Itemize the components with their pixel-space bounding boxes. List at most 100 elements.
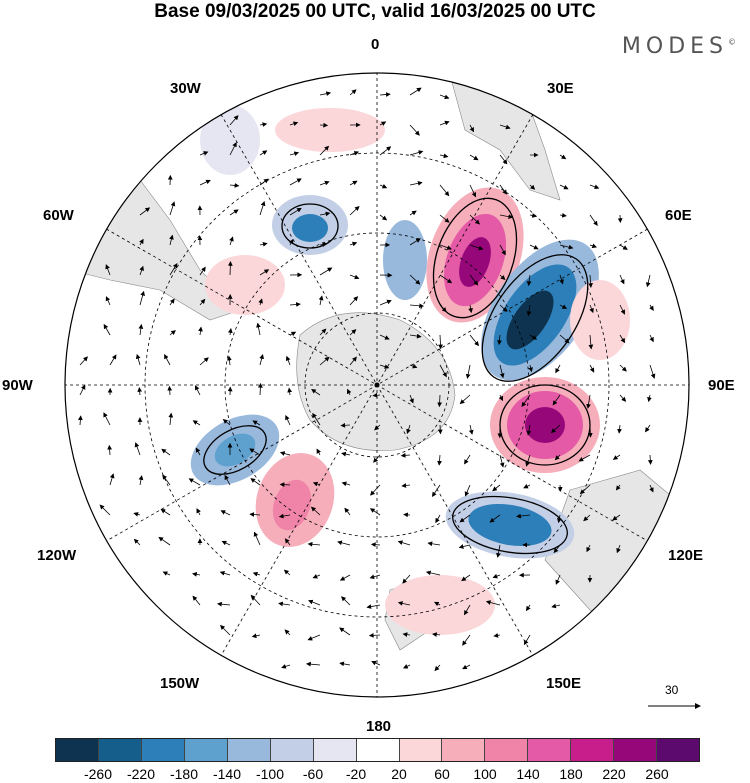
wind-arrow bbox=[259, 241, 268, 247]
wind-arrow bbox=[439, 120, 450, 126]
wind-arrow bbox=[349, 180, 358, 186]
wind-arrow bbox=[109, 354, 117, 366]
wind-arrow bbox=[229, 236, 234, 246]
wind-arrow bbox=[437, 454, 442, 466]
wind-arrow bbox=[319, 356, 330, 366]
wind-arrow bbox=[439, 153, 449, 159]
wind-arrow bbox=[319, 267, 333, 276]
wind-arrow bbox=[139, 265, 144, 276]
wind-arrow bbox=[435, 514, 441, 524]
south-pole-marker bbox=[374, 382, 380, 388]
lon-label-90w: 90W bbox=[2, 377, 33, 394]
wind-arrow bbox=[559, 244, 574, 250]
wind-arrow bbox=[551, 603, 561, 609]
wind-arrow bbox=[427, 541, 441, 547]
wind-arrow bbox=[312, 481, 321, 487]
wind-arrow bbox=[222, 418, 231, 426]
wind-arrow bbox=[463, 604, 471, 616]
wind-arrow bbox=[498, 394, 504, 402]
wind-arrow bbox=[589, 214, 598, 226]
wind-arrow bbox=[529, 244, 539, 250]
wind-arrow bbox=[379, 184, 388, 189]
wind-arrow bbox=[289, 178, 302, 186]
wind-arrow bbox=[499, 274, 506, 281]
antarctica bbox=[296, 312, 456, 451]
wind-arrow bbox=[559, 184, 569, 190]
wind-arrow bbox=[109, 473, 115, 486]
wind-arrow bbox=[278, 601, 291, 607]
wind-arrow bbox=[649, 304, 654, 311]
lon-label-150w: 150W bbox=[160, 675, 200, 692]
wind-arrow bbox=[134, 442, 141, 456]
colorbar-tick-label: -20 bbox=[345, 766, 367, 782]
colorbar-swatch bbox=[98, 739, 142, 761]
wind-arrow bbox=[619, 274, 625, 285]
wind-arrow bbox=[462, 664, 471, 670]
lon-label-60e: 60E bbox=[665, 207, 692, 224]
wind-arrow bbox=[579, 484, 591, 495]
wind-arrow bbox=[588, 274, 593, 288]
wind-arrow bbox=[349, 274, 360, 280]
wind-arrow bbox=[310, 506, 321, 516]
wind-arrow bbox=[521, 394, 531, 408]
wind-arrow bbox=[307, 541, 321, 547]
wind-arrow bbox=[284, 629, 291, 636]
wind-arrow bbox=[139, 290, 145, 306]
wind-arrow bbox=[526, 304, 532, 317]
wind-arrow bbox=[493, 633, 501, 638]
wind-arrow bbox=[158, 536, 171, 546]
wind-arrow bbox=[372, 392, 381, 398]
wind-arrow bbox=[469, 154, 479, 161]
wind-arrow bbox=[229, 183, 240, 188]
wind-arrow bbox=[285, 355, 291, 366]
wind-arrow bbox=[370, 542, 381, 548]
wind-arrow bbox=[344, 507, 351, 516]
colorbar-swatch bbox=[313, 739, 357, 761]
wind-arrow bbox=[133, 538, 141, 546]
wind-arrow bbox=[459, 514, 471, 523]
wind-vectors bbox=[77, 87, 656, 672]
colorbar-tick-label: 140 bbox=[516, 766, 540, 782]
wind-arrow bbox=[168, 412, 174, 426]
colorbar-swatch bbox=[485, 739, 529, 761]
wind-arrow bbox=[464, 484, 471, 497]
wind-arrow bbox=[492, 484, 501, 492]
wind-arrow bbox=[516, 513, 531, 519]
wind-arrow bbox=[349, 205, 360, 216]
wind-arrow bbox=[370, 484, 381, 496]
colorbar-swatch bbox=[141, 739, 185, 761]
colorbar-tick-label: 220 bbox=[602, 766, 626, 782]
wind-arrow bbox=[349, 89, 357, 96]
wind-arrow bbox=[409, 303, 424, 309]
colorbar-tick-label: -260 bbox=[83, 766, 113, 782]
wind-arrow bbox=[371, 660, 381, 666]
wind-arrow bbox=[312, 412, 321, 426]
wind-arrow bbox=[552, 394, 561, 406]
wind-arrow bbox=[437, 394, 443, 408]
wind-arrow bbox=[164, 353, 171, 366]
wind-arrow bbox=[528, 364, 533, 373]
wind-arrow bbox=[256, 322, 261, 336]
wind-arrow bbox=[229, 209, 239, 216]
wind-arrow bbox=[489, 514, 501, 523]
wind-arrow bbox=[162, 571, 171, 576]
wind-arrow bbox=[199, 298, 206, 306]
wind-arrow bbox=[459, 394, 471, 405]
wind-arrow bbox=[346, 388, 352, 396]
wind-arrow bbox=[105, 296, 111, 306]
wind-arrow bbox=[485, 600, 501, 606]
colorbar-tick-label: -220 bbox=[126, 766, 156, 782]
lon-label-30w: 30W bbox=[170, 80, 201, 97]
wind-arrow bbox=[469, 214, 480, 225]
wind-arrow bbox=[103, 412, 111, 426]
wind-arrow bbox=[139, 207, 151, 216]
colorbar-swatch bbox=[571, 739, 615, 761]
wind-arrow bbox=[287, 387, 293, 396]
wind-arrow bbox=[469, 274, 479, 286]
wind-arrow bbox=[279, 451, 291, 456]
wind-arrow bbox=[555, 574, 561, 585]
wind-arrow bbox=[133, 512, 141, 517]
wind-arrow bbox=[499, 304, 508, 312]
wind-arrow bbox=[461, 574, 471, 582]
wind-arrow bbox=[289, 302, 301, 307]
